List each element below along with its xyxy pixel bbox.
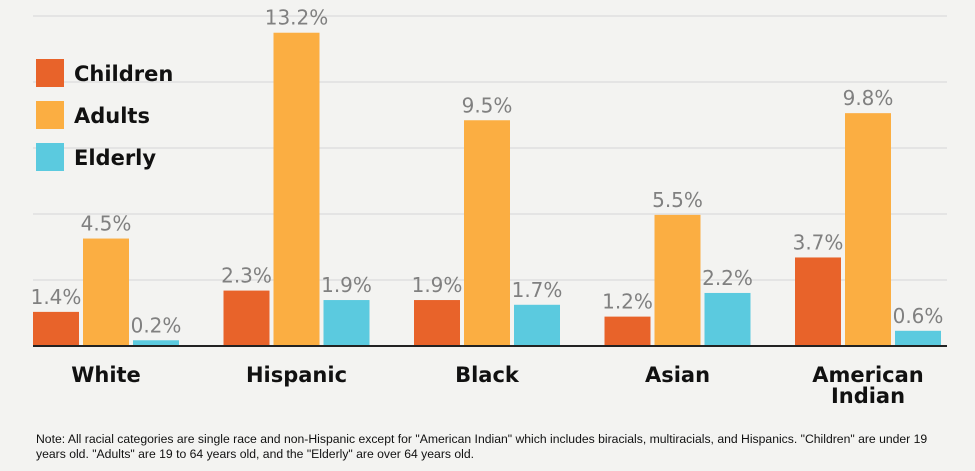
data-label: 1.4% xyxy=(31,285,82,309)
bar-children-black xyxy=(414,300,460,345)
bar-adults-american-indian xyxy=(845,113,891,345)
bar-elderly-hispanic xyxy=(323,300,370,345)
bar-children-american-indian xyxy=(795,257,841,345)
category-label: Indian xyxy=(831,384,905,408)
bar-children-asian xyxy=(604,316,651,345)
data-label: 2.2% xyxy=(702,266,753,290)
bar-elderly-black xyxy=(514,304,560,345)
data-label: 0.6% xyxy=(893,304,944,328)
legend-swatch-elderly xyxy=(36,143,64,171)
data-label: 1.9% xyxy=(412,273,463,297)
data-label: 1.7% xyxy=(512,278,563,302)
category-label: White xyxy=(71,363,141,387)
bar-adults-hispanic xyxy=(273,32,320,346)
footnote: Note: All racial categories are single r… xyxy=(36,432,928,461)
bar-elderly-american-indian xyxy=(895,330,941,345)
data-label: 3.7% xyxy=(793,230,844,254)
legend-label-elderly: Elderly xyxy=(74,146,156,170)
bar-elderly-asian xyxy=(704,292,751,345)
legend: Children Adults Elderly xyxy=(36,59,173,171)
data-label: 1.9% xyxy=(321,273,372,297)
data-label: 4.5% xyxy=(81,212,132,236)
data-label: 9.5% xyxy=(462,93,513,117)
bar-adults-black xyxy=(464,120,510,345)
data-label: 2.3% xyxy=(221,264,272,288)
data-label: 0.2% xyxy=(131,313,182,337)
data-label: 13.2% xyxy=(265,6,329,30)
category-label: Hispanic xyxy=(246,363,347,387)
category-label: Black xyxy=(455,363,520,387)
category-label: American xyxy=(812,363,924,387)
legend-label-adults: Adults xyxy=(74,104,150,128)
bar-children-white xyxy=(33,311,79,345)
legend-label-children: Children xyxy=(74,62,173,86)
bar-series xyxy=(33,32,941,346)
data-label: 1.2% xyxy=(602,290,653,314)
bar-adults-asian xyxy=(654,214,701,345)
data-label: 9.8% xyxy=(843,86,894,110)
bar-chart: 1.4% 4.5% 0.2% 2.3% 13.2% 1.9% 1.9% 9.5% 1.7% 1.2… xyxy=(31,6,947,408)
data-labels: 1.4% 4.5% 0.2% 2.3% 13.2% 1.9% 1.9% 9.5% 1.7% 1.2… xyxy=(31,6,944,338)
data-label: 5.5% xyxy=(652,188,703,212)
legend-swatch-adults xyxy=(36,101,64,129)
bar-adults-white xyxy=(83,238,129,345)
bar-children-hispanic xyxy=(223,290,270,345)
legend-swatch-children xyxy=(36,59,64,87)
category-label: Asian xyxy=(645,363,710,387)
bar-elderly-white xyxy=(133,340,179,345)
